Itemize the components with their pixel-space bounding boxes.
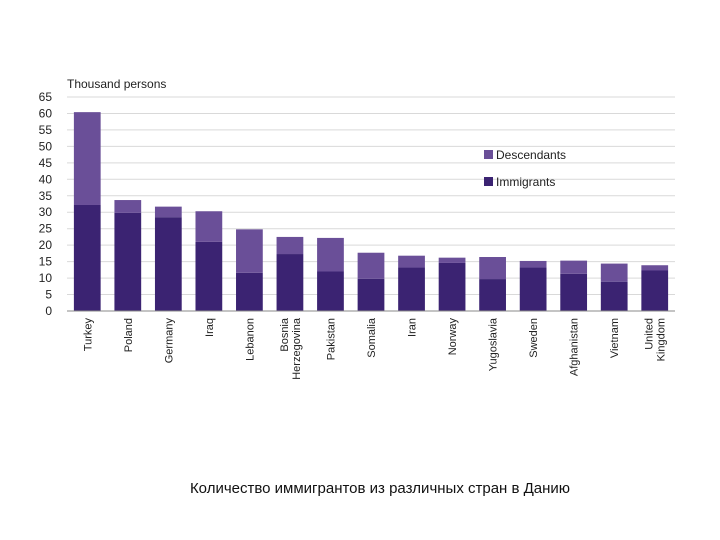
y-tick-label: 10 <box>39 271 53 285</box>
bar-immigrants-12 <box>560 273 588 311</box>
legend-label-immigrants: Immigrants <box>496 175 555 189</box>
bar-descendants-7 <box>357 252 385 279</box>
x-tick-label: Somalia <box>366 317 378 358</box>
x-tick-label-line: Pakistan <box>325 318 337 360</box>
bar-immigrants-13 <box>600 281 628 311</box>
bar-descendants-5 <box>276 236 304 255</box>
bar-immigrants-6 <box>317 271 344 311</box>
bar-immigrants-3 <box>195 241 223 311</box>
y-tick-label: 0 <box>45 304 52 318</box>
x-tick-label-line: Norway <box>447 318 459 356</box>
x-tick-label-line: Bosnia <box>279 317 291 352</box>
bar-descendants-9 <box>438 257 466 263</box>
y-unit-label: Thousand persons <box>67 77 166 91</box>
x-tick-label-line: Yugoslavia <box>488 317 500 371</box>
stacked-bar-chart: Thousand persons 0 5 10 15 20 25 30 35 40 45 50 55 6… <box>39 77 675 380</box>
bar-immigrants-14 <box>641 270 669 311</box>
x-axis-ticks: Turkey Poland Germany Iraq Lebanon Bosnia Herz… <box>82 317 667 380</box>
x-tick-label: Lebanon <box>244 318 256 361</box>
x-tick-label-line: Kingdom <box>656 318 668 361</box>
y-tick-label: 55 <box>39 123 53 137</box>
x-tick-label-line: Iraq <box>204 318 216 337</box>
x-tick-label: Iran <box>407 318 419 337</box>
x-tick-label: Norway <box>447 318 459 356</box>
y-tick-label: 30 <box>39 205 53 219</box>
legend-label-descendants: Descendants <box>496 148 566 162</box>
y-tick-label: 65 <box>39 90 53 104</box>
chart-container: Thousand persons 0 5 10 15 20 25 30 35 40 45 50 55 6… <box>39 77 675 380</box>
x-tick-label-line: Iran <box>407 318 419 337</box>
bar-immigrants-10 <box>479 279 506 311</box>
bar-descendants-13 <box>600 263 628 282</box>
bar-descendants-12 <box>560 260 588 274</box>
bars <box>73 112 669 311</box>
x-tick-label: Sweden <box>528 318 540 358</box>
x-tick-label-line: Sweden <box>528 318 540 358</box>
x-tick-label: Vietnam <box>609 318 621 358</box>
bar-descendants-10 <box>479 257 506 280</box>
x-tick-label-line: Poland <box>123 318 135 352</box>
bar-immigrants-5 <box>276 254 304 311</box>
bar-immigrants-0 <box>73 204 101 311</box>
x-tick-label: Iraq <box>204 318 216 337</box>
x-tick-label: Yugoslavia <box>488 317 500 371</box>
x-tick-label: Pakistan <box>325 318 337 360</box>
x-tick-label: Afghanistan <box>569 318 581 376</box>
y-tick-label: 15 <box>39 255 53 269</box>
x-tick-label-line: Afghanistan <box>569 318 581 376</box>
bar-descendants-6 <box>317 237 344 272</box>
y-tick-label: 50 <box>39 139 53 153</box>
x-tick-label-line: Lebanon <box>244 318 256 361</box>
bar-descendants-2 <box>154 206 182 218</box>
y-tick-label: 60 <box>39 106 53 120</box>
x-tick-label-line: Germany <box>163 318 175 364</box>
x-tick-label-line: United <box>644 318 656 350</box>
legend: Descendants Immigrants <box>484 148 566 189</box>
bar-descendants-14 <box>641 265 669 271</box>
x-tick-label: Germany <box>163 318 175 364</box>
bar-descendants-3 <box>195 211 223 242</box>
legend-swatch-immigrants <box>484 177 493 186</box>
x-tick-label: Turkey <box>82 318 94 352</box>
y-tick-label: 5 <box>45 288 52 302</box>
x-tick-label: Poland <box>123 318 135 352</box>
x-tick-label-line: Somalia <box>366 317 378 358</box>
caption: Количество иммигрантов из различных стра… <box>189 480 571 497</box>
x-tick-label: Bosnia Herzegovina <box>279 317 303 380</box>
x-tick-label-line: Vietnam <box>609 318 621 358</box>
y-tick-label: 40 <box>39 172 53 186</box>
bar-immigrants-7 <box>357 278 385 311</box>
x-tick-label-line: Herzegovina <box>291 317 303 380</box>
legend-swatch-descendants <box>484 150 493 159</box>
bar-immigrants-9 <box>438 262 466 311</box>
bar-descendants-8 <box>398 255 425 268</box>
x-tick-label-line: Turkey <box>82 318 94 352</box>
bar-immigrants-8 <box>398 267 425 311</box>
bar-descendants-4 <box>236 229 263 273</box>
bar-immigrants-11 <box>519 267 547 311</box>
bar-immigrants-4 <box>236 272 263 311</box>
bar-descendants-1 <box>114 200 142 213</box>
bar-descendants-11 <box>519 260 547 268</box>
y-axis-ticks: 0 5 10 15 20 25 30 35 40 45 50 55 60 65 <box>39 90 53 318</box>
x-tick-label: United Kingdom <box>644 318 668 361</box>
y-tick-label: 20 <box>39 238 53 252</box>
bar-descendants-0 <box>73 112 101 205</box>
y-tick-label: 45 <box>39 156 53 170</box>
bar-immigrants-1 <box>114 212 142 311</box>
y-tick-label: 25 <box>39 222 53 236</box>
y-tick-label: 35 <box>39 189 53 203</box>
bar-immigrants-2 <box>154 217 182 311</box>
